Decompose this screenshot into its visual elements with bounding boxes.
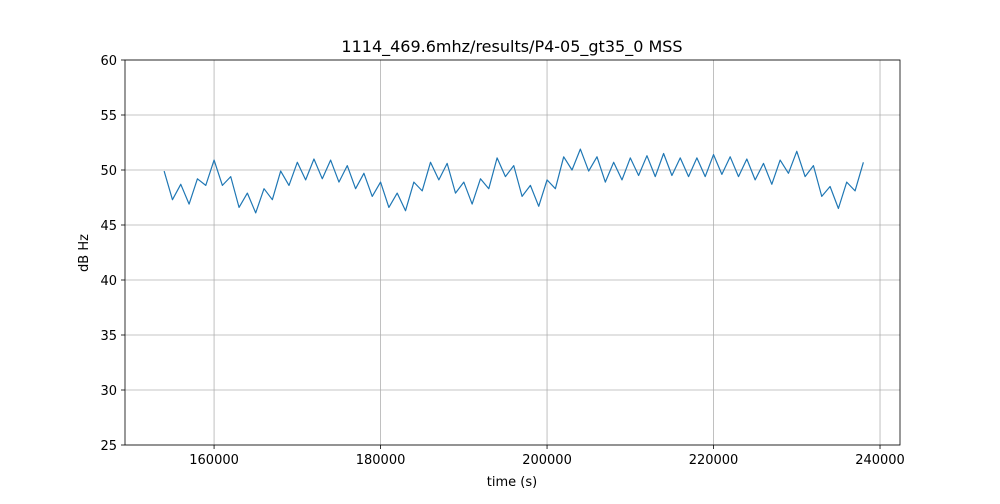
y-tick-label: 50 (100, 164, 117, 179)
y-tick-label: 55 (100, 109, 117, 124)
data-line (163, 148, 864, 214)
x-tick-label: 180000 (356, 453, 406, 468)
y-tick-label: 25 (100, 439, 117, 454)
axes-frame (124, 59, 901, 446)
y-tick-label: 40 (100, 274, 117, 289)
y-tick-label: 60 (100, 54, 117, 69)
x-tick-label: 220000 (689, 453, 739, 468)
y-tick-label: 35 (100, 329, 117, 344)
x-tick-label: 240000 (855, 453, 905, 468)
y-axis-label: dB Hz (77, 234, 92, 272)
chart-title: 1114_469.6mhz/results/P4-05_gt35_0 MSS (341, 37, 682, 57)
x-tick-label: 160000 (189, 453, 239, 468)
x-tick-label: 200000 (522, 453, 572, 468)
x-axis-label: time (s) (487, 475, 537, 490)
y-tick-label: 30 (100, 384, 117, 399)
plot-area: 25 30 35 40 45 50 55 60 160000 180000 200000 220000… (100, 54, 904, 468)
y-tick-label: 45 (100, 219, 117, 234)
